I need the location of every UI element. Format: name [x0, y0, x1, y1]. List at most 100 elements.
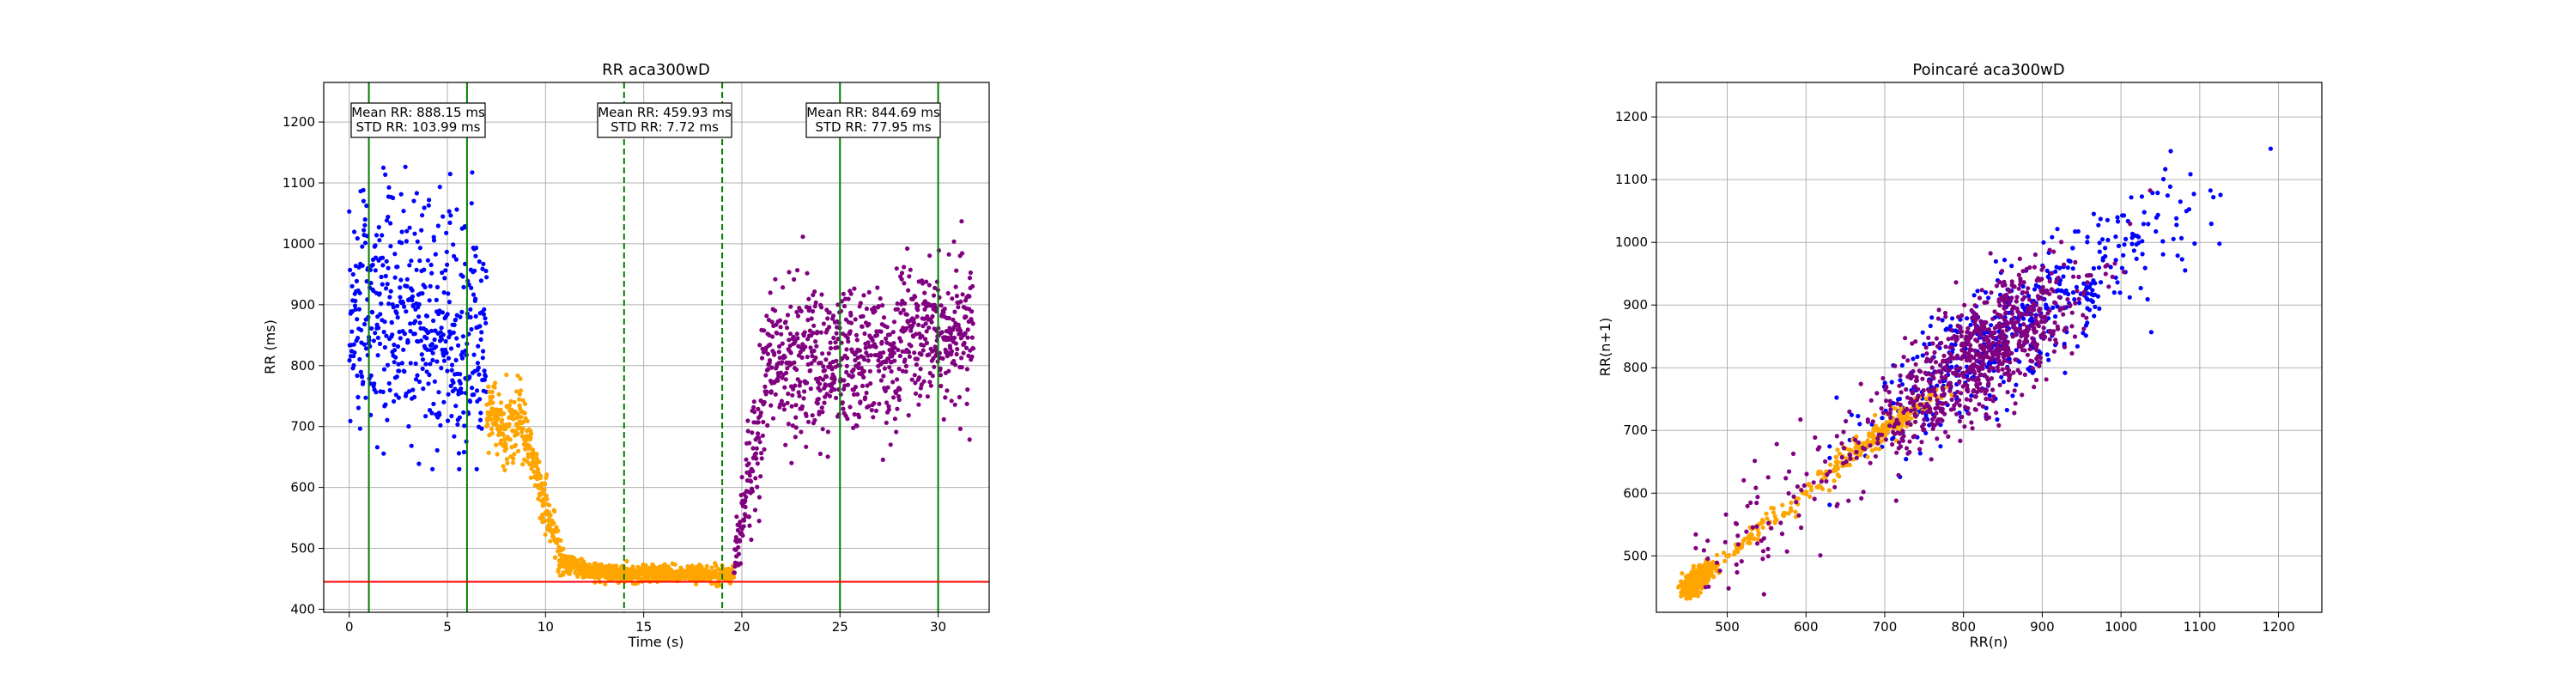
poincare-point — [1940, 410, 1945, 415]
rr-point — [421, 386, 426, 392]
rr-point — [446, 392, 451, 397]
poincare-point — [2093, 292, 2098, 297]
poincare-point — [1832, 478, 1837, 483]
poincare-point — [2100, 258, 2105, 263]
rr-point — [355, 373, 360, 379]
rr-point — [414, 191, 419, 196]
rr-point — [795, 268, 800, 273]
rr-point — [967, 276, 973, 281]
rr-point — [750, 469, 756, 474]
poincare-point — [1984, 354, 1990, 359]
rr-point — [540, 515, 545, 520]
poincare-point — [1774, 441, 1779, 447]
rr-point — [743, 504, 748, 510]
poincare-point — [2011, 370, 2016, 375]
poincare-point — [2011, 325, 2017, 330]
rr-point — [741, 524, 746, 529]
rr-point — [413, 361, 418, 367]
poincare-point — [1886, 411, 1891, 416]
poincare-point — [2030, 323, 2035, 328]
poincare-point — [1735, 542, 1741, 547]
poincare-point — [2030, 366, 2035, 371]
rr-point — [544, 472, 550, 477]
poincare-point — [2117, 290, 2123, 295]
rr-point — [757, 343, 762, 348]
poincare-point — [1780, 513, 1786, 518]
rr-point — [441, 290, 447, 295]
rr-point — [694, 581, 699, 587]
rr-point — [508, 398, 513, 404]
rr-point — [431, 318, 436, 324]
rr-point — [848, 329, 853, 334]
poincare-point — [2115, 215, 2120, 220]
rr-point — [476, 344, 481, 349]
poincare-point — [1938, 444, 1943, 449]
poincare-point — [2081, 331, 2086, 336]
rr-point — [419, 352, 424, 357]
poincare-point — [2017, 314, 2022, 319]
rr-point — [481, 261, 486, 266]
poincare-point — [1900, 414, 1905, 419]
poincare-point — [1793, 509, 1798, 514]
rr-point — [459, 309, 465, 314]
rr-point — [820, 410, 825, 415]
poincare-point — [2039, 296, 2045, 301]
poincare-point — [1930, 341, 1935, 346]
rr-point — [854, 332, 860, 337]
rr-point — [440, 214, 446, 219]
rr-point — [954, 294, 959, 299]
poincare-point — [1691, 573, 1696, 578]
rr-point — [825, 429, 831, 435]
poincare-point — [1966, 350, 1971, 356]
rr-point — [717, 583, 722, 588]
poincare-point — [2054, 341, 2059, 346]
poincare-point — [1935, 316, 1941, 321]
poincare-point — [1847, 452, 1852, 458]
poincare-point — [1928, 323, 1933, 329]
rr-point — [867, 368, 873, 374]
rr-point — [368, 373, 374, 378]
poincare-point — [1947, 345, 1953, 350]
poincare-point — [1912, 407, 1917, 412]
rr-point — [884, 400, 890, 405]
poincare-point — [1921, 388, 1926, 393]
poincare-point — [1977, 402, 1982, 407]
rr-point — [930, 374, 935, 379]
poincare-point — [1974, 315, 1979, 321]
rr-point — [793, 435, 799, 440]
poincare-point — [1965, 389, 1971, 394]
poincare-point — [1877, 447, 1882, 452]
rr-point — [755, 461, 760, 466]
rr-point — [492, 385, 497, 390]
rr-point — [423, 362, 428, 367]
poincare-point — [1705, 562, 1710, 568]
rr-point — [846, 296, 851, 301]
stat-box-recovery: Mean RR: 844.69 ms STD RR: 77.95 ms — [805, 102, 941, 138]
rr-point — [756, 519, 762, 524]
poincare-point — [1791, 494, 1796, 499]
poincare-point — [1941, 358, 1946, 363]
rr-point — [381, 330, 386, 335]
rr-point — [458, 372, 463, 377]
rr-point — [484, 275, 489, 280]
rr-point — [553, 555, 558, 560]
poincare-point — [1961, 374, 1966, 380]
rr-point — [395, 315, 400, 320]
rr-point — [799, 308, 804, 313]
poincare-point — [2071, 274, 2076, 279]
rr-point — [957, 426, 963, 431]
rr-point — [709, 565, 714, 570]
poincare-point — [1971, 377, 1976, 382]
rr-point — [527, 444, 532, 449]
rr-point — [453, 257, 459, 262]
poincare-point — [1959, 391, 1964, 396]
poincare-point — [2099, 280, 2104, 285]
rr-point — [376, 325, 381, 331]
poincare-point — [1969, 393, 1974, 398]
rr-point — [386, 301, 392, 307]
poincare-point — [2179, 257, 2184, 262]
rr-point — [398, 295, 403, 300]
poincare-point — [2035, 294, 2040, 299]
poincare-point — [2040, 284, 2045, 290]
rr-point — [810, 308, 816, 314]
